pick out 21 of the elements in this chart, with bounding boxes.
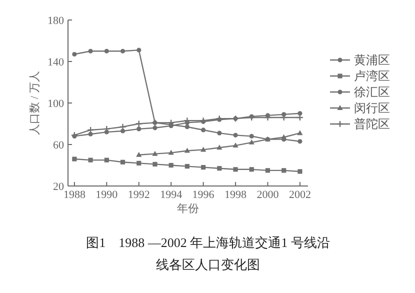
y-tick-label: 100 bbox=[48, 98, 64, 110]
y-axis-title: 人口数 / 万人 bbox=[29, 71, 41, 135]
y-tick-label: 140 bbox=[48, 56, 64, 68]
y-tick-label: 20 bbox=[53, 181, 64, 193]
legend-label: 卢湾区 bbox=[354, 69, 390, 83]
text: 图1 1988 —2002 年上海轨道交通1 号线沿线各区人口变化图 bbox=[85, 234, 331, 274]
y-tick-label: 180 bbox=[48, 15, 64, 27]
x-axis-title: 年份 bbox=[177, 203, 199, 215]
legend-label: 普陀区 bbox=[354, 117, 390, 131]
x-tick-label: 1994 bbox=[160, 189, 183, 201]
x-tick-label: 1992 bbox=[128, 189, 150, 201]
legend-label: 闵行区 bbox=[354, 101, 390, 115]
legend-label: 徐汇区 bbox=[354, 85, 390, 99]
x-tick-label: 1990 bbox=[96, 189, 118, 201]
y-tick-label: 60 bbox=[53, 140, 64, 152]
x-tick-label: 1996 bbox=[192, 189, 215, 201]
x-tick-label: 2002 bbox=[288, 189, 311, 201]
x-tick-label: 2000 bbox=[256, 189, 280, 201]
x-tick-label: 1988 bbox=[63, 189, 86, 201]
legend-label: 黄浦区 bbox=[354, 53, 390, 67]
x-tick-label: 1998 bbox=[224, 189, 248, 201]
